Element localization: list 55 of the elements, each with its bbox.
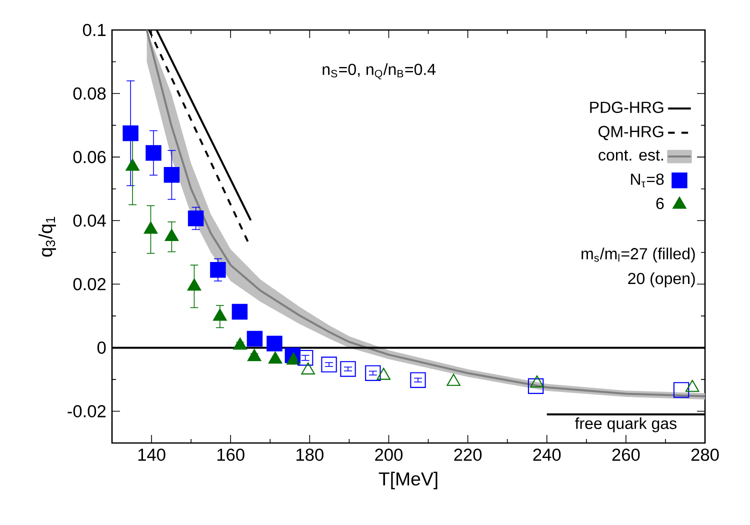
point [233,338,247,350]
x-tick-label: 140 [138,448,166,461]
point [673,382,690,398]
point [340,361,356,377]
point [247,349,262,362]
legend-label: QM-HRG [598,126,664,140]
legend-label: PDG-HRG [590,102,664,113]
point [530,375,544,388]
point [268,352,282,364]
point [321,356,337,372]
legend-label: cont. est. [598,150,663,161]
point [164,166,180,183]
y-tick-label: 0.04 [73,214,106,227]
point [146,145,162,161]
annotation: 20 (open) [628,272,695,288]
annotation: m$_{s}$/m$_{l}$=27 (filled) [582,248,695,263]
point [685,380,700,392]
point [164,228,179,242]
point [187,278,202,291]
x-tick-label: 240 [533,448,561,461]
point [297,350,314,366]
point [266,336,282,352]
point [410,372,426,388]
x-tick-label: 260 [612,448,640,461]
legend-label: N$_{τ}$=8 [631,174,664,188]
x-tick-label: 220 [454,448,482,461]
x-axis-title: T[MeV] [378,472,438,490]
point [213,308,227,321]
y-tick-label: 0 [97,342,106,354]
point [376,368,390,380]
x-tick-label: 160 [217,448,244,461]
y-tick-label: 0.06 [73,150,106,164]
point [286,352,300,365]
y-tick-label: -0.02 [68,405,106,418]
y-axis-title: q$_{3}$/q$_{1}$ [38,216,56,257]
x-tick-label: 280 [691,448,719,461]
x-tick-label: 180 [296,448,324,461]
y-tick-label: 0.1 [82,24,106,36]
point [301,362,315,374]
point [188,210,204,226]
annotation: free quark gas [575,417,676,432]
point [365,365,381,381]
annotation: n$_{S}$=0, n$_{Q}$/n$_{B}$=0.4 [322,63,436,80]
point [144,222,158,234]
point [446,374,460,386]
y-tick-label: 0.08 [73,87,106,100]
x-tick-label: 200 [375,448,403,461]
y-tick-label: 0.02 [73,278,106,290]
point [528,378,544,394]
point [232,304,248,320]
point [210,262,226,278]
point [246,330,263,347]
point [122,125,138,142]
legend-label: 6 [656,198,664,210]
point [126,158,140,171]
